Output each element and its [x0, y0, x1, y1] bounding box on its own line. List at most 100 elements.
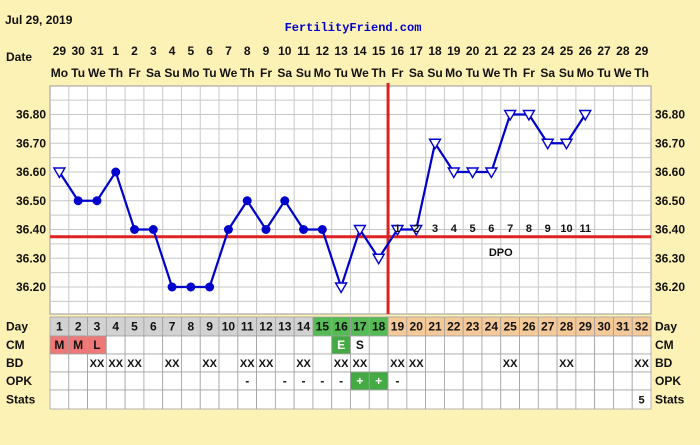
weekday-label: We	[482, 66, 500, 80]
table-cell	[425, 335, 445, 355]
table-cell	[274, 335, 295, 355]
temperature-point[interactable]	[73, 196, 83, 206]
temperature-point[interactable]	[111, 167, 121, 177]
table-cell	[462, 371, 483, 391]
cycle-day-number: 19	[391, 320, 405, 334]
dpo-label: DPO	[489, 247, 513, 259]
y-tick-label: 36.50	[655, 194, 685, 208]
bd-entry: XX	[165, 358, 180, 370]
temperature-point[interactable]	[205, 282, 215, 292]
temperature-point[interactable]	[317, 225, 327, 234]
date-label: 19	[447, 44, 461, 58]
temperature-point[interactable]	[148, 225, 158, 234]
date-label: 5	[188, 44, 195, 58]
date-label: 27	[597, 44, 611, 58]
temperature-point[interactable]	[578, 109, 592, 122]
dpo-number: 2	[413, 223, 419, 235]
date-label: 6	[206, 44, 213, 58]
temperature-point[interactable]	[130, 225, 140, 234]
temperature-point[interactable]	[92, 196, 102, 206]
table-cell	[237, 389, 257, 410]
y-tick-label: 36.20	[655, 280, 685, 294]
table-cell	[181, 335, 201, 355]
table-cell	[68, 389, 88, 410]
weekday-label: We	[351, 66, 369, 80]
table-cell	[181, 371, 201, 391]
table-cell	[462, 353, 483, 373]
bd-entry: XX	[108, 358, 123, 370]
temperature-point[interactable]	[261, 225, 271, 234]
temperature-point[interactable]	[409, 224, 423, 237]
dpo-annotations: 1 2 3 4 5 6 7 8 9 10 11 DPO	[394, 223, 591, 259]
table-cell	[594, 353, 614, 373]
weekday-label: Su	[559, 66, 574, 80]
date-label: 14	[353, 44, 367, 58]
date-label: 10	[278, 44, 292, 58]
temperature-point[interactable]	[390, 224, 405, 237]
table-cell	[143, 371, 164, 391]
cycle-day-number: 20	[410, 320, 424, 334]
stats-row-label-right: Stats	[655, 393, 685, 407]
date-label: 23	[522, 44, 536, 58]
table-cell	[49, 371, 70, 391]
temperature-point[interactable]	[353, 224, 367, 237]
temperature-point[interactable]	[242, 196, 252, 206]
table-cell	[575, 353, 596, 373]
table-cell	[500, 335, 520, 355]
table-cell	[256, 335, 276, 355]
bd-entry: XX	[390, 358, 405, 370]
cycle-day-number: 23	[466, 320, 480, 334]
temperature-point[interactable]	[334, 282, 348, 294]
bd-entry: XX	[90, 358, 105, 370]
table-cell	[368, 335, 389, 355]
cycle-day-number: 16	[334, 320, 348, 334]
temperature-point[interactable]	[484, 167, 499, 179]
y-tick-label: 36.60	[16, 165, 46, 179]
temperature-point[interactable]	[522, 109, 536, 122]
temperature-point[interactable]	[280, 196, 290, 206]
temperature-point[interactable]	[371, 253, 386, 266]
temperature-point[interactable]	[186, 282, 196, 292]
temperature-point[interactable]	[447, 167, 461, 179]
temperature-point[interactable]	[167, 282, 177, 292]
weekday-label: Su	[296, 66, 311, 80]
cm-entry: M	[73, 338, 83, 352]
date-label: 9	[263, 44, 270, 58]
date-label: 17	[410, 44, 424, 58]
table-cell	[143, 389, 164, 410]
cm-entry: M	[54, 338, 64, 352]
temperature-point[interactable]	[540, 138, 555, 151]
site-name[interactable]: FertilityFriend.com	[285, 21, 422, 35]
bd-entry: XX	[259, 358, 274, 370]
table-cell	[425, 353, 445, 373]
table-cell	[293, 335, 314, 355]
bd-entry: XX	[503, 358, 518, 370]
temperature-point[interactable]	[223, 225, 233, 234]
table-cell	[444, 335, 464, 355]
cycle-day-number: 14	[297, 320, 311, 334]
date-label: 26	[579, 44, 593, 58]
bd-row-label-right: BD	[655, 356, 673, 370]
table-cell	[481, 371, 502, 391]
temperature-point[interactable]	[52, 167, 67, 179]
table-cell	[556, 335, 577, 355]
temperature-point[interactable]	[299, 225, 309, 234]
weekday-label: Fr	[523, 66, 535, 80]
temperature-point[interactable]	[559, 138, 574, 151]
table-cell	[105, 335, 126, 355]
temperature-point[interactable]	[503, 109, 517, 122]
cm-entry: L	[93, 338, 100, 352]
table-cell	[331, 389, 351, 410]
temperature-point[interactable]	[428, 138, 442, 151]
table-cell	[199, 335, 220, 355]
table-cell	[537, 389, 558, 410]
temperature-point[interactable]	[465, 167, 480, 179]
table-cell	[613, 371, 633, 391]
opk-entry: -	[302, 374, 306, 388]
weekday-label: Th	[240, 66, 255, 80]
table-cell	[462, 389, 483, 410]
table-cell	[143, 353, 164, 373]
date-label: 28	[616, 44, 630, 58]
cycle-day-number: 7	[169, 320, 176, 334]
